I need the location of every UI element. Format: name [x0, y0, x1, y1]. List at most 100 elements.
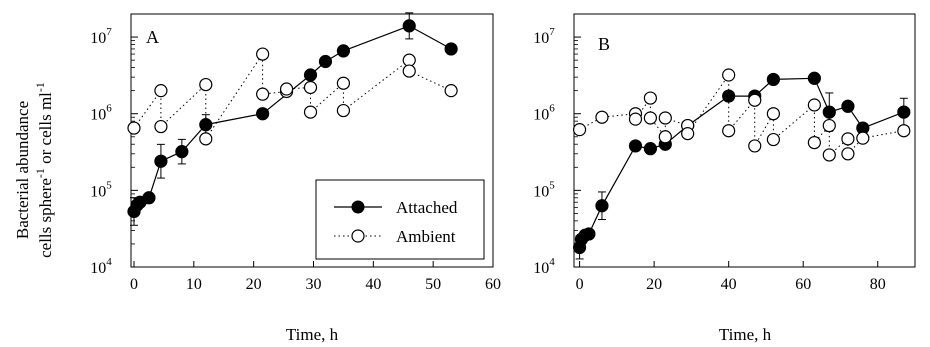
- panel-b-ambient-point: [822, 118, 836, 133]
- panel-b-ambient-point: [722, 68, 736, 82]
- panel-a-ambient-point: [279, 82, 294, 96]
- panel-a-ambient-point: [402, 64, 416, 78]
- panel-b-ambient-point: [658, 111, 672, 125]
- panel-b-ambient-line: [579, 73, 904, 156]
- panel-b-ambient-point: [628, 112, 643, 126]
- panel-b-attached-point: [807, 71, 821, 85]
- panel-b-attached-point: [822, 105, 836, 119]
- panel-a-ambient-point: [444, 84, 458, 98]
- panel-b-ambient-point: [722, 124, 736, 138]
- y-axis-title-part-a: cells sphere: [36, 178, 55, 258]
- y-axis-title-text1: Bacterial abundance: [13, 101, 32, 239]
- panel-b-ambient-point: [643, 111, 657, 125]
- panel-a-ambient-point: [199, 132, 213, 146]
- legend: Attached Ambient: [315, 179, 485, 260]
- panel-b-x-tick-label: 20: [646, 276, 662, 293]
- legend-attached-label: Attached: [396, 198, 458, 217]
- y-axis-title-line2: cells sphere-1 or cells ml-1: [33, 82, 55, 258]
- panel-b-attached-point: [595, 199, 609, 213]
- panel-b-y-tick-label: 105: [533, 179, 555, 200]
- panel-a-attached-point: [444, 42, 458, 56]
- panel-b-x-tick-label: 80: [870, 276, 886, 293]
- panel-b-attached-point: [841, 99, 855, 113]
- panel-b-ambient-point: [807, 98, 821, 112]
- panel-b-x-axis-title: Time, h: [719, 325, 772, 344]
- panel-a-ambient-point: [256, 47, 270, 61]
- panel-a-y-tick-label: 104: [90, 256, 112, 277]
- panel-a-x-tick-label: 20: [246, 276, 262, 293]
- panel-b-ambient-point: [643, 91, 657, 105]
- panel-a-label: A: [146, 27, 159, 47]
- panel-a-attached-point: [402, 19, 416, 33]
- panel-b-attached-point: [722, 89, 736, 103]
- panel-a-attached-point: [142, 191, 156, 205]
- panel-a-ambient-point: [402, 53, 416, 67]
- panel-b-label: B: [598, 34, 610, 54]
- panel-a-ambient-point: [336, 103, 351, 118]
- panel-a-attached-point: [318, 54, 333, 69]
- panel-a-ambient-point: [303, 105, 318, 119]
- panel-b-y-tick-label: 107: [533, 26, 555, 47]
- panel-b-attached-point: [897, 105, 911, 119]
- panel-a-y-tick-label: 107: [90, 26, 112, 47]
- legend-ambient-marker: [351, 229, 365, 243]
- panel-b-ticks: 0 20 40 60 80 104 105 106 107: [533, 13, 886, 293]
- y-axis-title-sup-1: -1: [33, 168, 47, 178]
- panel-b-attached-point: [643, 142, 657, 156]
- panel-a-x-tick-label: 10: [186, 276, 202, 293]
- panel-b-ambient-point: [681, 127, 695, 141]
- panel-b-ambient-point: [897, 124, 911, 138]
- legend-ambient-label: Ambient: [396, 227, 456, 246]
- panel-b-attached-point: [766, 72, 780, 87]
- panel-a-x-tick-label: 40: [365, 276, 381, 293]
- panel-b-ambient-point: [841, 147, 855, 161]
- panel-a-ambient-point: [256, 87, 270, 101]
- panel-a-attached-point: [175, 145, 189, 159]
- panel-b-ambient-point: [807, 135, 821, 150]
- panel-b-ambient-point: [766, 132, 780, 147]
- panel-a-x-tick-label: 50: [425, 276, 441, 293]
- panel-a-x-tick-label: 0: [130, 276, 138, 293]
- panel-b-ambient-point: [572, 123, 587, 137]
- panel-b-y-tick-label: 106: [533, 103, 555, 124]
- panel-b-ambient-point: [595, 110, 609, 124]
- panel-b-attached-line: [579, 77, 905, 248]
- panel-a-y-tick-label: 106: [90, 103, 112, 124]
- panel-a-attached-point: [154, 154, 168, 168]
- panel-b-ambient-point: [822, 148, 836, 162]
- panel-b-frame: [573, 13, 916, 268]
- y-axis-title-sup-2: -1: [33, 82, 47, 92]
- legend-box: [315, 179, 485, 260]
- panel-b-x-tick-label: 40: [721, 276, 737, 293]
- panel-a-ambient-point: [199, 77, 213, 92]
- panel-a-y-tick-label: 105: [90, 179, 112, 200]
- panel-a-ambient-line: [133, 52, 452, 141]
- panel-a-x-axis-title: Time, h: [286, 325, 339, 344]
- panel-b-ambient-point: [748, 93, 762, 107]
- panel-b-ambient-point: [748, 139, 762, 153]
- panel-a-attached-point: [303, 68, 318, 82]
- panel-b: 0 20 40 60 80 104 105 106 107 B Time, h: [533, 13, 916, 344]
- panel-a: 0 10 20 30 40 50 60 104 105 106 107 A Time, h Atta…: [90, 12, 501, 344]
- panel-b-x-tick-label: 0: [576, 276, 584, 293]
- panel-b-y-tick-label: 104: [533, 256, 555, 277]
- panel-b-ambient-point: [841, 132, 855, 146]
- y-axis-title-text2: cells sphere-1 or cells ml-1: [33, 82, 55, 258]
- panel-a-ambient-point: [154, 84, 168, 98]
- panel-a-ambient-point: [154, 119, 168, 134]
- panel-a-frame: [130, 13, 494, 268]
- panel-a-attached-point: [336, 44, 351, 58]
- y-axis-title-line1: Bacterial abundance: [13, 101, 32, 239]
- panel-a-attached-point: [256, 107, 270, 121]
- panel-b-ambient-point: [856, 131, 870, 145]
- panel-a-ambient-point: [336, 76, 351, 90]
- panel-a-ambient-point: [303, 80, 318, 95]
- panel-a-x-tick-label: 60: [485, 276, 501, 293]
- panel-a-ticks: 0 10 20 30 40 50 60 104 105 106 107: [90, 13, 501, 293]
- panel-a-marks: [127, 12, 458, 226]
- panel-b-x-tick-label: 60: [795, 276, 811, 293]
- panel-b-attached-point: [628, 139, 643, 153]
- panel-b-ambient-point: [658, 130, 672, 144]
- panel-a-x-tick-label: 30: [305, 276, 321, 293]
